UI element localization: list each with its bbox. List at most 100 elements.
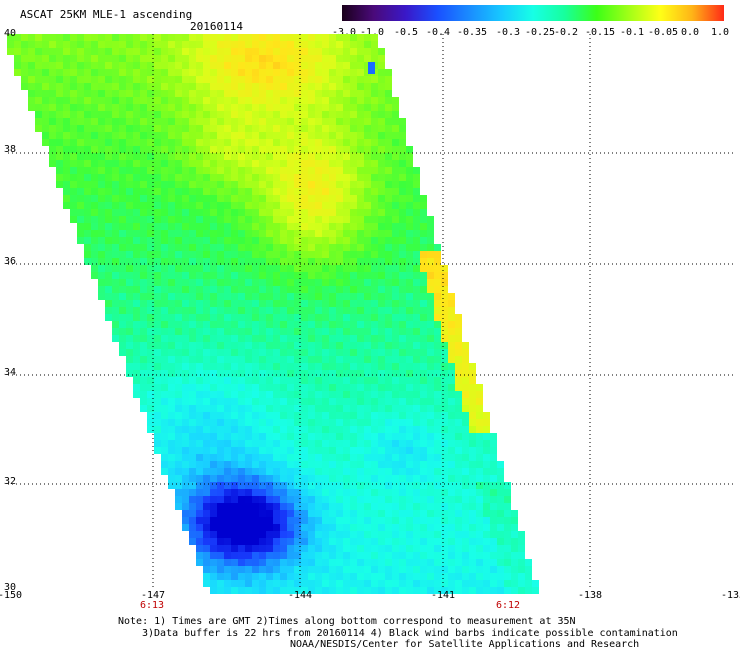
swath-cell [266, 62, 273, 69]
swath-cell [224, 55, 231, 62]
swath-cell [350, 489, 357, 496]
swath-cell [224, 440, 231, 447]
swath-cell [147, 97, 154, 104]
swath-cell [252, 286, 259, 293]
swath-cell [259, 209, 266, 216]
swath-cell [161, 69, 168, 76]
swath-cell [406, 566, 413, 573]
swath-cell [126, 335, 133, 342]
swath-cell [238, 195, 245, 202]
swath-cell [224, 230, 231, 237]
swath-cell [476, 580, 483, 587]
swath-cell [77, 209, 84, 216]
swath-cell [70, 97, 77, 104]
swath-cell [469, 433, 476, 440]
swath-cell [56, 76, 63, 83]
swath-cell [168, 97, 175, 104]
swath-cell [175, 83, 182, 90]
swath-cell [385, 300, 392, 307]
swath-cell [245, 223, 252, 230]
swath-cell [427, 573, 434, 580]
swath-cell [385, 139, 392, 146]
swath-cell [294, 55, 301, 62]
swath-cell [189, 237, 196, 244]
swath-cell [294, 440, 301, 447]
swath-cell [217, 307, 224, 314]
swath-cell [371, 587, 378, 594]
swath-cell [259, 342, 266, 349]
swath-cell [98, 76, 105, 83]
swath-cell [168, 440, 175, 447]
swath-cell [175, 223, 182, 230]
swath-cell [245, 104, 252, 111]
swath-cell [406, 237, 413, 244]
swath-cell [154, 440, 161, 447]
swath-cell [196, 307, 203, 314]
swath-cell [140, 181, 147, 188]
swath-cell [203, 146, 210, 153]
swath-cell [308, 307, 315, 314]
swath-cell [203, 174, 210, 181]
swath-cell [154, 118, 161, 125]
swath-cell [238, 454, 245, 461]
swath-cell [273, 265, 280, 272]
swath-cell [280, 125, 287, 132]
swath-cell [252, 405, 259, 412]
swath-cell [245, 125, 252, 132]
swath-cell [322, 265, 329, 272]
swath-cell [189, 272, 196, 279]
swath-cell [133, 202, 140, 209]
swath-cell [238, 286, 245, 293]
swath-cell [168, 342, 175, 349]
swath-cell [455, 552, 462, 559]
swath-cell [91, 104, 98, 111]
swath-cell [91, 125, 98, 132]
swath-cell [490, 447, 497, 454]
swath-cell [154, 160, 161, 167]
swath-cell [161, 55, 168, 62]
swath-cell [273, 328, 280, 335]
swath-cell [147, 370, 154, 377]
swath-cell [329, 398, 336, 405]
swath-cell [210, 363, 217, 370]
swath-cell [154, 202, 161, 209]
swath-cell [399, 279, 406, 286]
swath-cell [336, 174, 343, 181]
swath-cell [392, 300, 399, 307]
swath-cell [189, 265, 196, 272]
swath-cell [336, 300, 343, 307]
swath-cell [154, 272, 161, 279]
latitude-label: 36 [4, 256, 17, 267]
swath-cell [105, 237, 112, 244]
swath-cell [343, 258, 350, 265]
swath-cell [336, 41, 343, 48]
swath-cell [259, 223, 266, 230]
swath-cell [434, 384, 441, 391]
swath-cell [413, 412, 420, 419]
swath-cell [175, 342, 182, 349]
swath-cell [168, 132, 175, 139]
swath-cell [196, 475, 203, 482]
swath-cell [203, 475, 210, 482]
swath-cell [406, 244, 413, 251]
swath-cell [266, 167, 273, 174]
swath-cell [385, 412, 392, 419]
swath-cell [343, 104, 350, 111]
swath-cell [350, 230, 357, 237]
swath-cell [420, 468, 427, 475]
swath-cell [77, 62, 84, 69]
swath-cell [434, 566, 441, 573]
swath-cell [259, 454, 266, 461]
swath-cell [441, 566, 448, 573]
swath-cell [245, 342, 252, 349]
swath-cell [252, 335, 259, 342]
swath-cell [252, 552, 259, 559]
swath-cell [140, 286, 147, 293]
swath-cell [343, 468, 350, 475]
swath-cell [301, 69, 308, 76]
swath-cell [224, 125, 231, 132]
swath-cell [140, 48, 147, 55]
swath-cell [378, 139, 385, 146]
swath-cell [315, 62, 322, 69]
swath-cell [231, 174, 238, 181]
